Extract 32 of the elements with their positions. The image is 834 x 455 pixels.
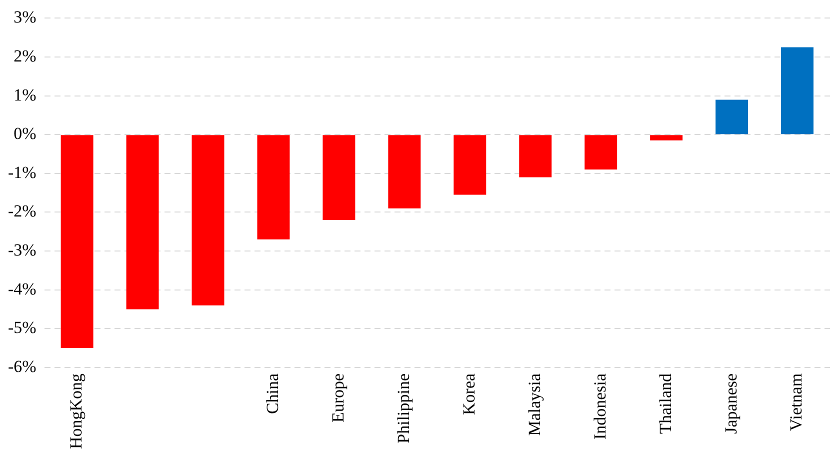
- x-tick-label: Thailand: [656, 372, 675, 434]
- bar: [257, 135, 290, 240]
- y-tick-label: -1%: [8, 162, 36, 182]
- bar: [126, 135, 159, 310]
- x-tick-label: Vietnam: [786, 373, 806, 431]
- bar: [716, 100, 748, 134]
- y-tick-label: -5%: [8, 318, 36, 338]
- y-tick-label: -2%: [8, 202, 36, 221]
- x-tick-label: Japanese: [721, 373, 740, 434]
- x-tick-label: Indonesia: [590, 372, 610, 440]
- bar: [650, 135, 683, 140]
- bar: [454, 135, 486, 195]
- y-tick-label: 3%: [14, 8, 36, 27]
- x-tick-label: China: [262, 372, 282, 414]
- x-tick-label: Europe: [328, 373, 348, 423]
- x-tick-label: Malaysia: [524, 373, 544, 436]
- x-tick-label: HongKong: [66, 372, 86, 450]
- y-tick-label: 0%: [14, 124, 36, 144]
- bar: [519, 135, 552, 178]
- bar: [388, 135, 421, 208]
- y-tick-label: 2%: [14, 46, 36, 66]
- y-tick-label: -4%: [8, 279, 36, 298]
- bar: [584, 135, 618, 170]
- bar: [192, 135, 224, 306]
- bar: [60, 135, 94, 348]
- x-tick-label: Korea: [459, 372, 478, 415]
- bar: [781, 47, 814, 134]
- x-tick-label: Philippine: [394, 373, 413, 444]
- y-tick-label: -6%: [8, 356, 36, 376]
- y-tick-label: -3%: [8, 240, 36, 260]
- y-tick-label: 1%: [14, 85, 36, 104]
- bar: [322, 135, 356, 220]
